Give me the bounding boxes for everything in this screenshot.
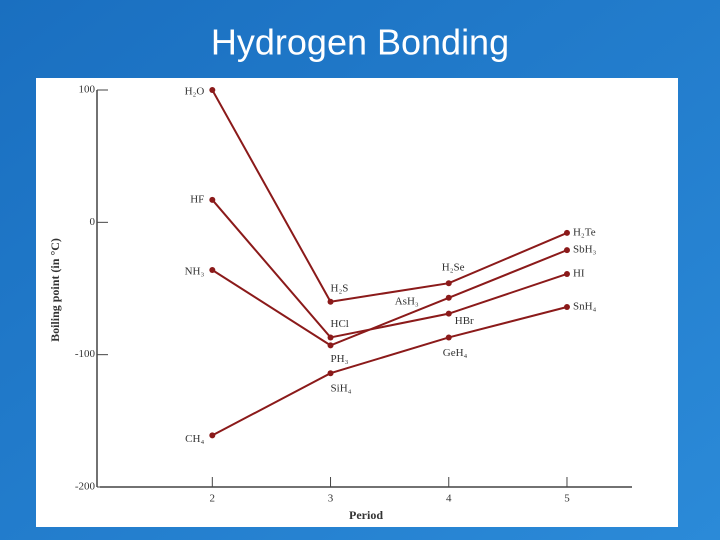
y-axis-label: Boiling point (in °C) [48,238,62,342]
data-point [327,334,334,341]
data-point [445,310,452,317]
data-point [563,229,570,236]
data-point [209,196,216,203]
x-tick-label: 5 [564,493,570,505]
data-line [211,306,568,437]
point-label: SbH₃ [573,244,597,256]
point-label: SiH₄ [331,383,352,395]
point-label: NH₃ [185,266,205,278]
point-label: H₂Se [442,262,465,274]
plot-background [36,78,678,527]
data-line [211,249,568,347]
data-line [211,89,568,303]
point-label: H₂S [331,282,349,294]
x-tick-label: 3 [328,493,334,505]
point-label: HI [573,267,585,279]
data-point [209,87,216,93]
slide-title: Hydrogen Bonding [211,22,509,63]
data-point [445,334,452,341]
data-line [211,199,568,339]
point-label: HBr [455,315,474,327]
x-tick-label: 2 [210,493,216,505]
point-label: HF [190,193,204,205]
data-point [327,298,334,305]
point-label: AsH₃ [395,295,419,307]
point-label: H₂O [185,86,205,98]
y-tick-label: -100 [75,348,96,360]
y-tick-label: -200 [75,481,96,493]
data-point [563,247,570,254]
data-point [563,304,570,311]
x-axis-label: Period [349,508,383,522]
y-tick-label: 100 [79,84,96,96]
point-label: CH₄ [185,433,204,445]
data-point [209,432,216,439]
point-label: PH₃ [331,353,349,365]
x-tick-label: 4 [446,493,452,505]
y-tick-label: 0 [90,216,96,228]
data-point [445,294,452,301]
data-point [327,342,334,349]
point-label: SnH₄ [573,301,597,313]
point-label: H₂Te [573,226,596,238]
data-point [445,280,452,287]
data-point [209,266,216,273]
point-label: GeH₄ [443,347,468,359]
point-label: HCl [331,318,349,330]
data-point [327,370,334,377]
data-point [563,270,570,277]
